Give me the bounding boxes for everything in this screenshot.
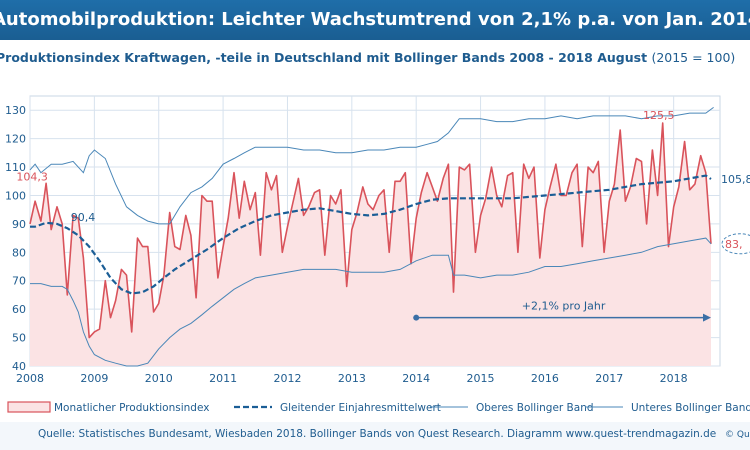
annotation-layer: 104,3 90,4 125,5 105,8 83, +2,1% pro Jahr bbox=[16, 109, 750, 322]
chart-title: Automobilproduktion: Leichter Wachstumtr… bbox=[0, 0, 750, 40]
legend-item: Oberes Bollinger Band bbox=[430, 402, 594, 414]
y-tick-label: 50 bbox=[12, 332, 26, 345]
legend-item: Gleitender Einjahresmittelwert bbox=[234, 402, 441, 414]
trend-arrow-start bbox=[413, 314, 420, 321]
value-label: 105,8 bbox=[721, 173, 750, 186]
footer-bar bbox=[0, 422, 750, 450]
x-tick-label: 2016 bbox=[531, 372, 559, 385]
series-line-monthly bbox=[29, 122, 712, 339]
y-tick-label: 130 bbox=[5, 104, 26, 117]
x-tick-label: 2010 bbox=[145, 372, 173, 385]
legend: Monatlicher Produktionsindex Gleitender E… bbox=[7, 401, 750, 414]
y-tick-label: 80 bbox=[12, 246, 26, 259]
trend-arrow-head bbox=[702, 313, 711, 322]
chart-subtitle: Produktionsindex Kraftwagen, -teile in D… bbox=[0, 50, 750, 65]
value-label: 90,4 bbox=[71, 211, 96, 224]
y-tick-label: 70 bbox=[12, 275, 26, 288]
y-tick-label: 40 bbox=[12, 360, 26, 373]
last-value-marker bbox=[721, 233, 750, 255]
axes: 40 50 60 70 80 90 100 110 120 130 2008 2009 2010 2011… bbox=[5, 104, 688, 385]
x-tick-label: 2012 bbox=[273, 372, 301, 385]
series-line-lower-band bbox=[30, 237, 712, 367]
x-tick-label: 2013 bbox=[338, 372, 366, 385]
legend-label: Monatlicher Produktionsindex bbox=[54, 402, 209, 414]
copyright-note: © Quest bbox=[725, 430, 750, 440]
legend-item: Unteres Bollinger Band bbox=[585, 402, 750, 414]
y-tick-label: 120 bbox=[5, 133, 26, 146]
x-tick-label: 2015 bbox=[467, 372, 495, 385]
value-label: 104,3 bbox=[16, 170, 48, 183]
series-area-monthly bbox=[30, 123, 711, 366]
source-note: Quelle: Statistisches Bundesamt, Wiesbad… bbox=[38, 428, 717, 440]
x-tick-label: 2009 bbox=[80, 372, 108, 385]
legend-label: Unteres Bollinger Band bbox=[631, 402, 750, 414]
x-tick-label: 2014 bbox=[402, 372, 430, 385]
y-tick-label: 100 bbox=[5, 189, 26, 202]
x-tick-label: 2011 bbox=[209, 372, 237, 385]
x-tick-label: 2017 bbox=[595, 372, 623, 385]
x-tick-label: 2008 bbox=[16, 372, 44, 385]
value-label: 125,5 bbox=[643, 109, 675, 122]
series-layer bbox=[29, 106, 714, 367]
y-tick-label: 110 bbox=[5, 161, 26, 174]
trend-arrow-label: +2,1% pro Jahr bbox=[522, 300, 606, 313]
series-line-upper-band bbox=[29, 106, 714, 225]
value-label: 83, bbox=[725, 238, 743, 251]
y-tick-label: 60 bbox=[12, 303, 26, 316]
legend-item: Monatlicher Produktionsindex bbox=[7, 401, 209, 414]
legend-label: Gleitender Einjahresmittelwert bbox=[280, 402, 441, 414]
y-tick-label: 90 bbox=[12, 218, 26, 231]
subtitle-text: Produktionsindex Kraftwagen, -teile in D… bbox=[0, 50, 648, 65]
x-tick-label: 2018 bbox=[660, 372, 688, 385]
subtitle-unit: (2015 = 100) bbox=[651, 50, 736, 65]
legend-label: Oberes Bollinger Band bbox=[476, 402, 594, 414]
legend-swatch-monthly bbox=[7, 401, 51, 413]
